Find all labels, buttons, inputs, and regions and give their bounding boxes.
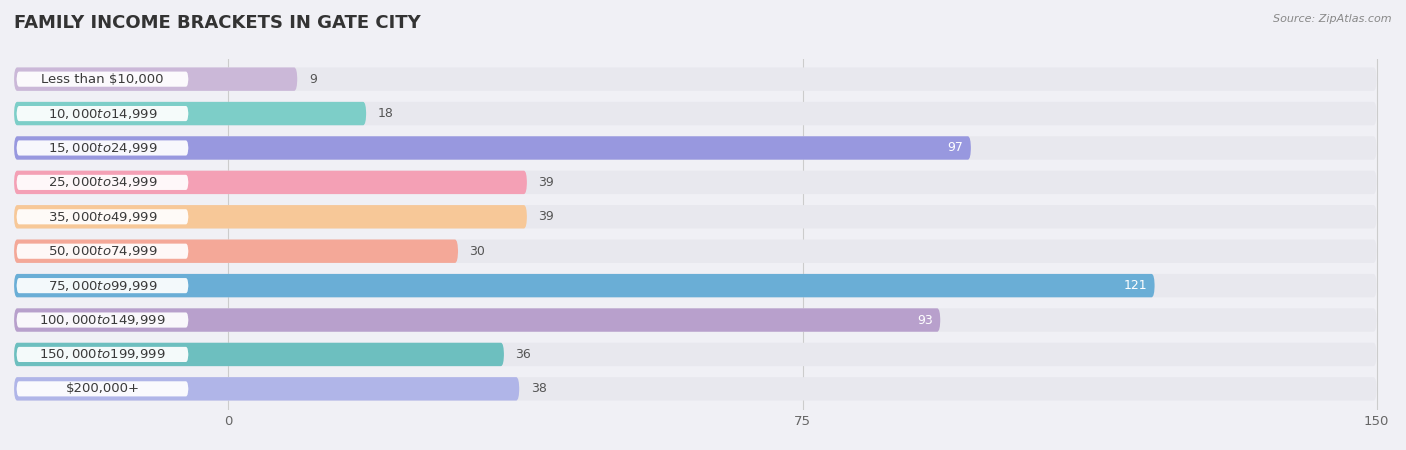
- FancyBboxPatch shape: [14, 171, 527, 194]
- FancyBboxPatch shape: [14, 102, 366, 125]
- Text: $100,000 to $149,999: $100,000 to $149,999: [39, 313, 166, 327]
- FancyBboxPatch shape: [14, 274, 1154, 297]
- FancyBboxPatch shape: [14, 308, 941, 332]
- Text: $50,000 to $74,999: $50,000 to $74,999: [48, 244, 157, 258]
- FancyBboxPatch shape: [17, 140, 188, 156]
- FancyBboxPatch shape: [17, 72, 188, 87]
- FancyBboxPatch shape: [17, 312, 188, 328]
- Text: 39: 39: [538, 210, 554, 223]
- Text: 97: 97: [948, 141, 963, 154]
- Text: $200,000+: $200,000+: [66, 382, 139, 396]
- FancyBboxPatch shape: [14, 68, 297, 91]
- Text: $75,000 to $99,999: $75,000 to $99,999: [48, 279, 157, 292]
- Text: $150,000 to $199,999: $150,000 to $199,999: [39, 347, 166, 361]
- FancyBboxPatch shape: [14, 274, 1376, 297]
- Text: 39: 39: [538, 176, 554, 189]
- FancyBboxPatch shape: [14, 68, 1376, 91]
- Text: Source: ZipAtlas.com: Source: ZipAtlas.com: [1274, 14, 1392, 23]
- FancyBboxPatch shape: [17, 243, 188, 259]
- Text: 30: 30: [470, 245, 485, 258]
- Text: $15,000 to $24,999: $15,000 to $24,999: [48, 141, 157, 155]
- FancyBboxPatch shape: [14, 205, 527, 229]
- FancyBboxPatch shape: [14, 239, 1376, 263]
- FancyBboxPatch shape: [17, 209, 188, 225]
- FancyBboxPatch shape: [14, 239, 458, 263]
- FancyBboxPatch shape: [17, 278, 188, 293]
- FancyBboxPatch shape: [17, 347, 188, 362]
- Text: $10,000 to $14,999: $10,000 to $14,999: [48, 107, 157, 121]
- FancyBboxPatch shape: [14, 377, 519, 400]
- Text: 18: 18: [378, 107, 394, 120]
- FancyBboxPatch shape: [17, 106, 188, 121]
- Text: $35,000 to $49,999: $35,000 to $49,999: [48, 210, 157, 224]
- Text: 121: 121: [1123, 279, 1147, 292]
- FancyBboxPatch shape: [14, 377, 1376, 400]
- FancyBboxPatch shape: [14, 205, 1376, 229]
- FancyBboxPatch shape: [17, 381, 188, 396]
- FancyBboxPatch shape: [14, 308, 1376, 332]
- Text: Less than $10,000: Less than $10,000: [41, 72, 163, 86]
- FancyBboxPatch shape: [14, 136, 972, 160]
- FancyBboxPatch shape: [14, 136, 1376, 160]
- FancyBboxPatch shape: [14, 343, 503, 366]
- Text: FAMILY INCOME BRACKETS IN GATE CITY: FAMILY INCOME BRACKETS IN GATE CITY: [14, 14, 420, 32]
- FancyBboxPatch shape: [14, 343, 1376, 366]
- FancyBboxPatch shape: [14, 102, 1376, 125]
- Text: 9: 9: [309, 72, 316, 86]
- Text: 36: 36: [516, 348, 531, 361]
- Text: 38: 38: [531, 382, 547, 396]
- FancyBboxPatch shape: [14, 171, 1376, 194]
- Text: $25,000 to $34,999: $25,000 to $34,999: [48, 176, 157, 189]
- Text: 93: 93: [917, 314, 932, 327]
- FancyBboxPatch shape: [17, 175, 188, 190]
